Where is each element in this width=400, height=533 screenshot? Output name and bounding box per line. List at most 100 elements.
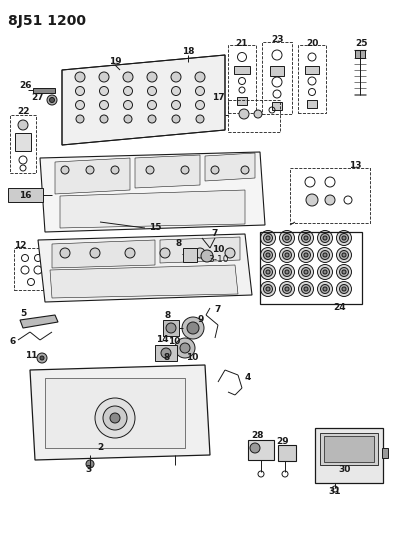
Text: 3-10: 3-10 [208,254,228,263]
Text: 30: 30 [339,465,351,474]
Circle shape [211,166,219,174]
Bar [155,345,177,361]
Circle shape [103,406,127,430]
Circle shape [342,270,346,274]
Circle shape [161,348,171,358]
Polygon shape [160,237,240,263]
Circle shape [282,251,292,260]
Text: 10: 10 [168,337,180,346]
Text: 8J51 1200: 8J51 1200 [8,14,86,28]
Circle shape [304,287,308,291]
Circle shape [124,86,132,95]
Circle shape [285,270,289,274]
Bar [324,436,374,462]
Circle shape [266,236,270,240]
Bar [234,66,250,74]
Circle shape [302,251,310,260]
Bar [228,45,256,113]
Circle shape [75,72,85,82]
Circle shape [266,270,270,274]
Bar [262,42,292,114]
Circle shape [280,264,294,279]
Circle shape [318,281,332,296]
Circle shape [260,247,276,262]
Circle shape [172,86,180,95]
Circle shape [90,248,100,258]
Circle shape [285,253,289,257]
Circle shape [280,247,294,262]
Circle shape [86,166,94,174]
Bar [10,115,36,173]
Text: 16: 16 [19,190,31,199]
Text: 12: 12 [14,240,26,249]
Text: 14: 14 [156,335,169,344]
Circle shape [146,166,154,174]
Bar [270,66,284,76]
Circle shape [76,115,84,123]
Circle shape [320,285,330,294]
Bar [183,248,197,262]
Circle shape [266,287,270,291]
Polygon shape [30,365,210,460]
Circle shape [47,95,57,105]
Circle shape [100,115,108,123]
Circle shape [264,251,272,260]
Text: 23: 23 [271,36,283,44]
Text: 15: 15 [149,223,161,232]
Circle shape [342,287,346,291]
Circle shape [250,443,260,453]
Text: 8: 8 [176,239,182,248]
Circle shape [302,268,310,277]
Circle shape [285,287,289,291]
Circle shape [260,230,276,246]
Bar [15,133,31,151]
Circle shape [323,253,327,257]
Circle shape [304,270,308,274]
Circle shape [124,101,132,109]
Circle shape [304,253,308,257]
Circle shape [60,248,70,258]
Circle shape [280,281,294,296]
Circle shape [50,98,54,102]
Text: 29: 29 [277,438,289,447]
Text: 11: 11 [26,351,38,359]
Circle shape [260,281,276,296]
Circle shape [254,110,262,118]
Bar [237,97,247,105]
Circle shape [160,248,170,258]
Bar [45,378,185,448]
Circle shape [86,460,94,468]
Text: 18: 18 [182,46,194,55]
Text: 7: 7 [212,230,218,238]
Circle shape [196,86,204,95]
Circle shape [171,72,181,82]
Circle shape [123,72,133,82]
Circle shape [196,101,204,109]
Bar [278,445,296,461]
Circle shape [266,253,270,257]
Text: 31: 31 [329,488,341,497]
Text: 9: 9 [198,316,204,325]
Circle shape [323,287,327,291]
Text: 13: 13 [349,161,361,171]
Text: 10: 10 [212,246,224,254]
Circle shape [100,86,108,95]
Circle shape [40,356,44,360]
Circle shape [340,268,348,277]
Text: 22: 22 [17,108,29,117]
Bar [33,88,55,93]
Bar [355,50,365,58]
Text: 27: 27 [31,93,44,102]
Circle shape [320,268,330,277]
Text: 21: 21 [236,38,248,47]
Bar [290,168,370,223]
Circle shape [264,285,272,294]
Text: 5: 5 [20,309,26,318]
Circle shape [110,413,120,423]
Bar [382,448,388,458]
Polygon shape [40,152,265,232]
Circle shape [302,233,310,243]
Circle shape [182,317,204,339]
Circle shape [304,236,308,240]
Text: 3: 3 [85,465,91,474]
